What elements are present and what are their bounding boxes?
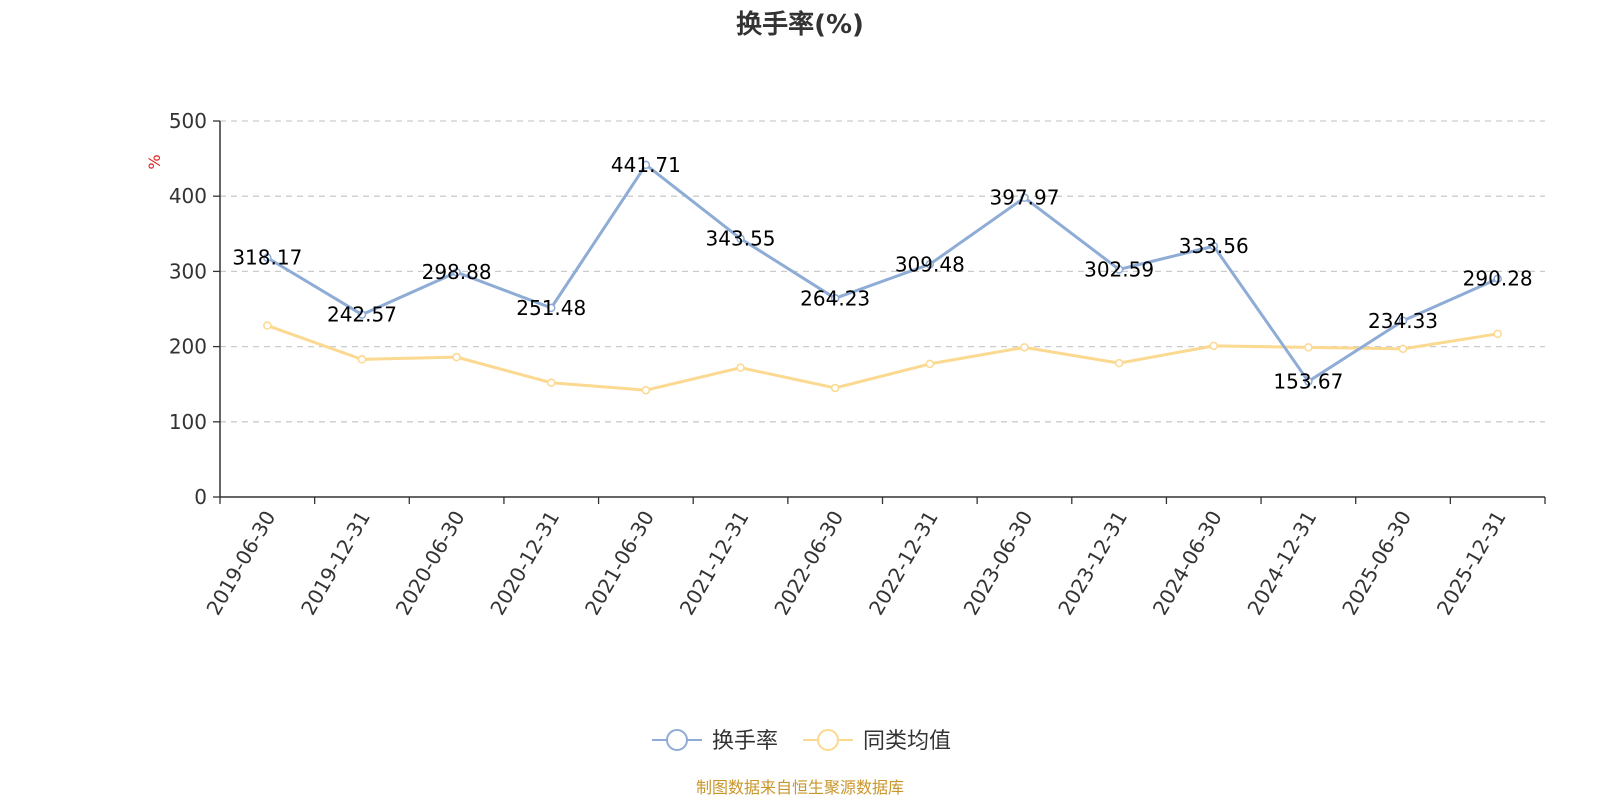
series-point-1	[1398, 344, 1408, 354]
series-point-1	[452, 352, 461, 362]
data-labels: 318.17 242.57 298.88 251.48 441.71 343.55 264.…	[232, 153, 1532, 394]
series-point-0	[1398, 316, 1408, 326]
series-lines	[263, 160, 1502, 395]
series-point-0	[357, 310, 367, 319]
series-point-0	[452, 267, 461, 277]
series-point-0	[1114, 265, 1124, 274]
x-tick-label: 2022-06-30	[769, 507, 848, 620]
legend-label: 换手率	[712, 729, 778, 754]
series-point-0	[641, 160, 651, 170]
data-label: 242.57	[327, 303, 397, 327]
x-tick-label: 2023-12-31	[1053, 507, 1132, 620]
data-label: 298.88	[422, 260, 492, 284]
y-tick-label: 500	[169, 109, 207, 133]
series-point-0	[1493, 274, 1502, 283]
y-tick-label: 200	[169, 335, 207, 359]
x-tick-label: 2024-06-30	[1148, 507, 1227, 620]
x-tick-label: 2019-06-30	[201, 507, 280, 620]
data-source-note: 制图数据来自恒生聚源数据库	[696, 778, 904, 797]
series-point-1	[1304, 343, 1313, 352]
x-tick-label: 2024-12-31	[1242, 507, 1321, 620]
y-tick-label: 100	[169, 410, 207, 434]
data-label: 318.17	[232, 246, 302, 270]
x-tick-label: 2019-12-31	[296, 507, 375, 620]
data-label: 343.55	[706, 227, 776, 251]
series-point-0	[1304, 377, 1313, 386]
legend-swatch-marker	[666, 729, 688, 751]
series-point-1	[830, 383, 840, 393]
series-point-1	[641, 385, 651, 395]
y-tick-label: 0	[194, 485, 207, 509]
series-point-0	[1209, 241, 1218, 251]
data-label: 251.48	[516, 296, 586, 320]
x-tick-label: 2025-06-30	[1337, 507, 1416, 620]
series-point-0	[830, 294, 840, 303]
x-tick-label: 2025-12-31	[1432, 507, 1511, 620]
series-point-1	[736, 363, 745, 372]
y-tick-label: 300	[169, 259, 207, 283]
series-point-0	[736, 234, 745, 243]
data-label: 309.48	[895, 252, 965, 276]
series-point-1	[1209, 341, 1218, 351]
series-line-1	[266, 324, 1498, 392]
series-point-1	[1493, 329, 1502, 339]
series-line-0	[266, 163, 1499, 383]
series-point-0	[925, 260, 935, 269]
legend-item-1[interactable]: 同类均值	[803, 729, 951, 754]
series-point-1	[925, 359, 935, 369]
series-point-1	[357, 355, 367, 364]
series-point-1	[1020, 343, 1029, 352]
series-point-1	[547, 378, 556, 387]
series-point-1	[263, 321, 272, 330]
data-label: 441.71	[611, 153, 681, 177]
x-tick-label: 2023-06-30	[959, 507, 1038, 620]
data-label: 153.67	[1273, 369, 1343, 393]
x-tick-label: 2021-06-30	[580, 507, 659, 620]
data-label: 333.56	[1179, 234, 1249, 258]
chart-title: 换手率(%)	[736, 9, 864, 40]
legend-label: 同类均值	[863, 729, 951, 754]
legend[interactable]: 换手率 同类均值	[652, 729, 951, 754]
legend-item-0[interactable]: 换手率	[652, 729, 778, 754]
data-label: 290.28	[1463, 267, 1533, 291]
x-tick-label: 2020-06-30	[391, 507, 470, 620]
series-point-1	[1114, 358, 1124, 368]
data-label: 234.33	[1368, 309, 1438, 333]
legend-swatch-marker	[817, 729, 839, 751]
x-tick-label: 2022-12-31	[864, 507, 943, 620]
series-point-0	[263, 253, 272, 262]
y-axis-unit-label: %	[145, 154, 164, 169]
series-point-0	[1020, 193, 1029, 202]
data-label: 264.23	[800, 286, 870, 310]
x-tick-label: 2020-12-31	[485, 507, 564, 620]
data-label: 302.59	[1084, 257, 1154, 281]
x-tick-label: 2021-12-31	[675, 507, 754, 620]
series-point-0	[547, 303, 556, 313]
data-label: 397.97	[989, 186, 1059, 210]
y-tick-label: 400	[169, 184, 207, 208]
